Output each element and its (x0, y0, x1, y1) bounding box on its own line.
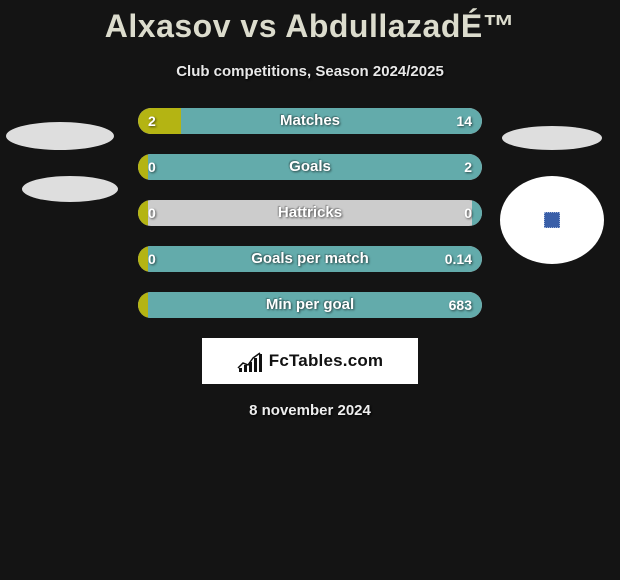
stat-bar: 02Goals (138, 154, 482, 180)
player-right-avatar-1 (502, 126, 602, 150)
stat-bar: 683Min per goal (138, 292, 482, 318)
stat-bar: 00.14Goals per match (138, 246, 482, 272)
stat-label: Min per goal (138, 292, 482, 318)
footer-date: 8 november 2024 (0, 402, 620, 419)
stat-label: Hattricks (138, 200, 482, 226)
player-left-avatar-2 (22, 176, 118, 202)
player-right-avatar-2 (500, 176, 604, 264)
stat-label: Goals (138, 154, 482, 180)
page-title: Alxasov vs AbdullazadÉ™ (0, 0, 620, 45)
stat-bar: 214Matches (138, 108, 482, 134)
player-left-avatar-1 (6, 122, 114, 150)
fctables-chart-icon (237, 350, 263, 372)
player-right-badge-icon (544, 212, 560, 228)
comparison-bars: 214Matches 02Goals 00Hattricks 00.14Goals p… (138, 108, 482, 318)
page-subtitle: Club competitions, Season 2024/2025 (0, 63, 620, 80)
source-logo: FcTables.com (202, 338, 418, 384)
stat-bar: 00Hattricks (138, 200, 482, 226)
source-logo-text: FcTables.com (269, 351, 384, 371)
stat-label: Goals per match (138, 246, 482, 272)
stat-label: Matches (138, 108, 482, 134)
